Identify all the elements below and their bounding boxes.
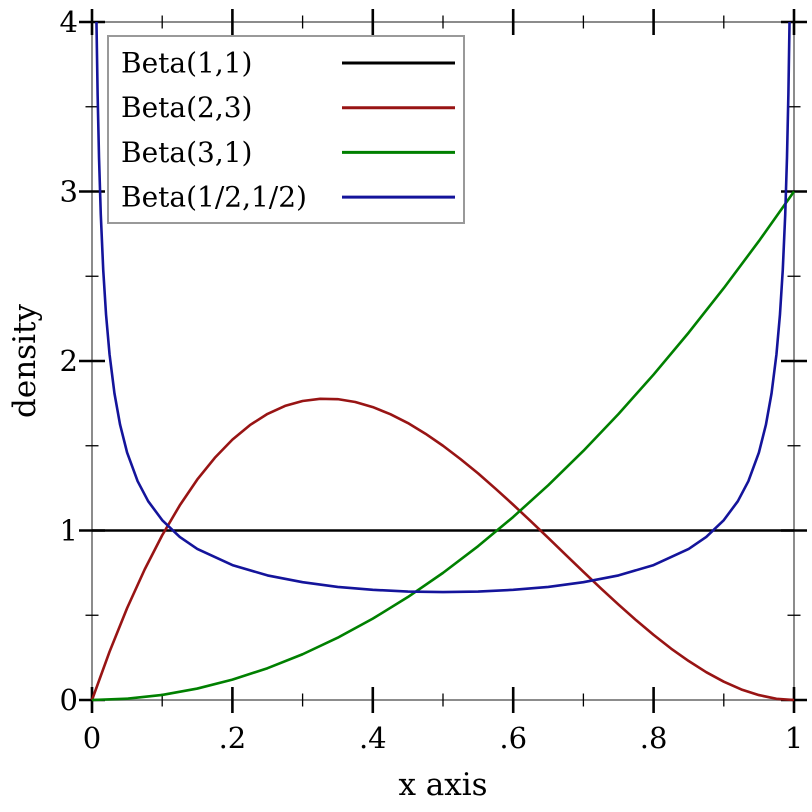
legend-rows: Beta(1,1) Beta(2,3) Beta(3,1) Beta(1/2,1/2) (121, 47, 455, 214)
curve-beta-3-1- (91, 190, 796, 702)
y-tick-label: 1 (60, 514, 78, 548)
y-tick-label: 4 (60, 5, 78, 39)
minor-ticks (85, 15, 801, 707)
series-curves (90, 21, 796, 702)
tick-labels: 0 .2 .4 .6 .8 1 0 1 2 3 4 (60, 5, 804, 755)
legend-label: Beta(1/2,1/2) (121, 181, 307, 214)
y-tick-label: 3 (60, 175, 78, 209)
y-axis-title: density (7, 304, 43, 418)
x-tick-label: .8 (640, 721, 668, 755)
x-tick-label: 0 (83, 721, 101, 755)
curve-beta-1-2-1-2- (95, 21, 791, 594)
legend-box (107, 35, 465, 224)
x-tick-label: .2 (219, 721, 247, 755)
x-axis-title: x axis (398, 767, 487, 803)
x-tick-label: .4 (359, 721, 387, 755)
x-tick-label: 1 (785, 721, 803, 755)
legend: Beta(1,1) Beta(2,3) Beta(3,1) Beta(1/2,1/2) (107, 35, 465, 224)
x-tick-label: .6 (499, 721, 527, 755)
legend-label: Beta(2,3) (121, 91, 252, 124)
legend-label: Beta(1,1) (121, 47, 252, 80)
y-tick-label: 0 (60, 683, 78, 717)
curve-beta-2-3- (90, 397, 795, 702)
y-tick-label: 2 (60, 344, 78, 378)
legend-label: Beta(3,1) (121, 136, 252, 169)
